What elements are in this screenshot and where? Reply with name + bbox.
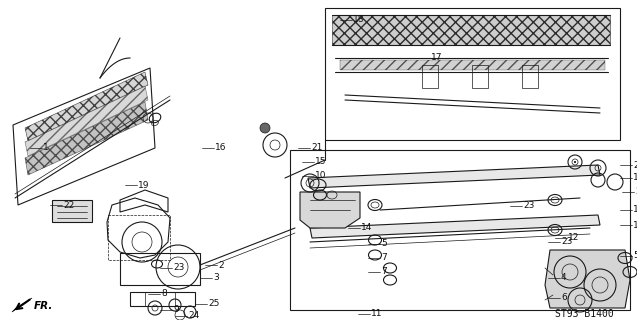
- Text: 2: 2: [218, 260, 224, 269]
- Text: 3: 3: [213, 274, 218, 283]
- Polygon shape: [25, 72, 148, 141]
- Circle shape: [260, 123, 270, 133]
- Text: 5: 5: [381, 239, 387, 249]
- Text: 23: 23: [561, 237, 573, 246]
- Text: 23: 23: [523, 202, 534, 211]
- Text: 21: 21: [633, 161, 637, 170]
- Text: 10: 10: [315, 172, 327, 180]
- Text: 16: 16: [215, 143, 227, 153]
- Polygon shape: [310, 215, 600, 238]
- Text: 4: 4: [561, 274, 567, 283]
- Text: 14: 14: [361, 223, 373, 233]
- Polygon shape: [52, 200, 92, 222]
- Text: 14: 14: [633, 220, 637, 229]
- Text: 7: 7: [381, 253, 387, 262]
- Text: 15: 15: [315, 157, 327, 166]
- Polygon shape: [300, 192, 360, 228]
- Text: 7: 7: [381, 268, 387, 276]
- Text: 8: 8: [161, 290, 167, 299]
- Polygon shape: [25, 86, 148, 156]
- Polygon shape: [25, 102, 148, 175]
- Text: 19: 19: [138, 180, 150, 189]
- Text: 23: 23: [173, 263, 184, 273]
- Polygon shape: [340, 60, 605, 70]
- Text: 12: 12: [568, 234, 580, 243]
- Text: 11: 11: [371, 309, 382, 318]
- Text: 6: 6: [561, 293, 567, 302]
- Polygon shape: [12, 298, 32, 312]
- Text: 5: 5: [633, 252, 637, 260]
- Text: 25: 25: [208, 300, 219, 308]
- Text: 20: 20: [635, 188, 637, 196]
- Text: 24: 24: [188, 311, 199, 320]
- Text: 17: 17: [431, 53, 443, 62]
- Text: ST93 B1400: ST93 B1400: [555, 309, 614, 319]
- Text: 9: 9: [173, 306, 179, 315]
- Text: 22: 22: [63, 201, 75, 210]
- Text: 1: 1: [43, 143, 49, 153]
- Text: 10: 10: [633, 173, 637, 182]
- Text: 21: 21: [311, 143, 322, 153]
- Text: 13: 13: [633, 205, 637, 214]
- Polygon shape: [332, 15, 610, 45]
- Text: 18: 18: [353, 15, 364, 25]
- Polygon shape: [308, 165, 600, 188]
- Circle shape: [574, 161, 576, 163]
- Polygon shape: [545, 250, 630, 308]
- Text: FR.: FR.: [34, 301, 54, 311]
